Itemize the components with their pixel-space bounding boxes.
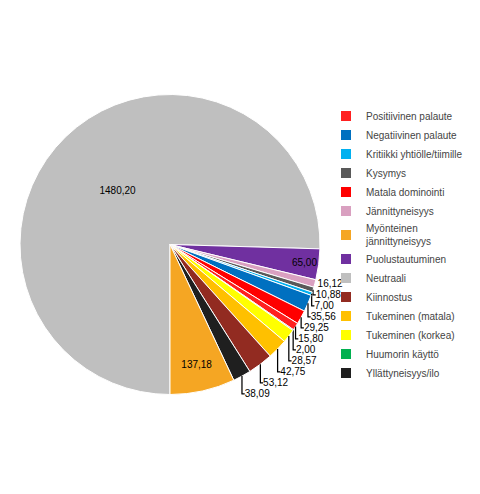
svg-text:Kritiikki yhtiölle/tiimille: Kritiikki yhtiölle/tiimille [366, 149, 463, 160]
svg-text:Jännittyneisyys: Jännittyneisyys [366, 206, 434, 217]
svg-text:35,56: 35,56 [311, 311, 336, 322]
svg-text:Neutraali: Neutraali [366, 273, 406, 284]
svg-text:29,25: 29,25 [304, 322, 329, 333]
svg-text:Positiivinen palaute: Positiivinen palaute [366, 111, 453, 122]
svg-text:7,00: 7,00 [314, 300, 334, 311]
svg-text:65,00: 65,00 [292, 257, 317, 268]
svg-text:Kiinnostus: Kiinnostus [366, 292, 412, 303]
svg-text:Huumorin käyttö: Huumorin käyttö [366, 349, 439, 360]
svg-text:137,18: 137,18 [181, 359, 212, 370]
svg-text:53,12: 53,12 [263, 377, 288, 388]
svg-text:15,80: 15,80 [298, 333, 323, 344]
svg-text:1480,20: 1480,20 [99, 185, 136, 196]
svg-text:Yllättyneisyys/ilo: Yllättyneisyys/ilo [366, 368, 440, 379]
svg-text:Puolustautuminen: Puolustautuminen [366, 254, 446, 265]
svg-text:16,12: 16,12 [318, 278, 343, 289]
svg-text:28,57: 28,57 [292, 355, 317, 366]
svg-text:Matala dominointi: Matala dominointi [366, 187, 444, 198]
svg-text:2,00: 2,00 [296, 344, 316, 355]
svg-text:42,75: 42,75 [280, 366, 305, 377]
svg-text:10,88: 10,88 [316, 289, 341, 300]
svg-text:Myönteinenjännittyneisyys: Myönteinenjännittyneisyys [365, 223, 431, 247]
svg-text:Tukeminen (korkea): Tukeminen (korkea) [366, 330, 455, 341]
svg-text:Tukeminen (matala): Tukeminen (matala) [366, 311, 455, 322]
svg-text:Negatiivinen palaute: Negatiivinen palaute [366, 130, 457, 141]
svg-text:Kysymys: Kysymys [366, 168, 406, 179]
svg-text:38,09: 38,09 [245, 388, 270, 399]
